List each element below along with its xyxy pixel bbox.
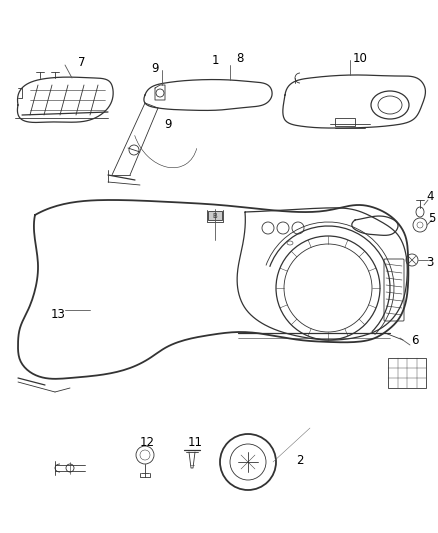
- Text: 5: 5: [428, 212, 436, 224]
- Text: 6: 6: [411, 334, 419, 346]
- Text: 11: 11: [187, 437, 202, 449]
- Text: 1: 1: [211, 53, 219, 67]
- Text: 2: 2: [296, 454, 304, 466]
- Text: 10: 10: [353, 52, 367, 64]
- Text: 9: 9: [151, 61, 159, 75]
- Text: 9: 9: [164, 118, 172, 132]
- Text: 3: 3: [426, 255, 434, 269]
- Text: 12: 12: [139, 437, 155, 449]
- Text: 8: 8: [237, 52, 244, 64]
- Bar: [388, 358, 426, 388]
- Text: 4: 4: [426, 190, 434, 204]
- Text: 13: 13: [50, 309, 65, 321]
- Bar: [335, 118, 355, 126]
- Text: 7: 7: [78, 55, 86, 69]
- Text: B: B: [212, 213, 217, 219]
- Bar: [208, 211, 222, 220]
